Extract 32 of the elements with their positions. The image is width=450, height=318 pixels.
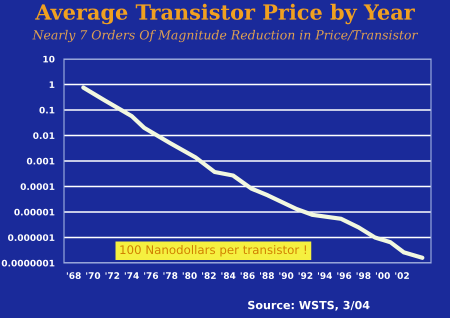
y-tick-label: 0.001 [26,158,54,165]
x-tick-label: '90 [279,272,294,280]
x-tick-label: '74 [124,272,139,279]
chart-subtitle: Nearly 7 Orders Of Magnitude Reduction in Price/Transistor [32,30,418,42]
x-tick-label: '82 [202,272,216,280]
y-tick-label: 0.01 [33,132,54,140]
annotation: 100 Nanodollars per transistor ! [120,245,306,256]
y-tick-label: 0.0001 [20,183,54,190]
x-tick-label: '02 [395,272,409,280]
source-note: Source: WSTS, 3/04 [248,300,370,311]
line-series [81,85,424,260]
y-tick-label: 10 [43,56,55,63]
x-tick-label: '70 [86,272,100,280]
x-tick-label: '72 [105,272,120,279]
x-tick-label: '78 [163,272,178,280]
x-tick-label: '88 [260,272,274,280]
x-tick-label: '80 [182,272,197,280]
x-tick-label: '94 [318,272,332,280]
x-tick-label: '92 [298,272,312,280]
y-tick-label: 0.00001 [14,208,54,216]
y-tick-label: 0.000001 [8,234,54,242]
x-tick-label: '96 [337,272,352,280]
x-tick-label: '86 [240,272,255,280]
x-tick-label: '76 [144,272,158,280]
x-tick-label: '84 [221,272,236,280]
x-tick-label: '98 [356,272,370,280]
y-tick-label: 1 [50,81,54,88]
chart-title: Average Transistor Price by Year [35,4,415,24]
y-tick-label: 0.0000001 [2,260,54,267]
x-tick-label: '68 [66,272,81,280]
x-tick-label: '00 [376,272,390,280]
y-tick-label: 0.1 [39,106,54,114]
